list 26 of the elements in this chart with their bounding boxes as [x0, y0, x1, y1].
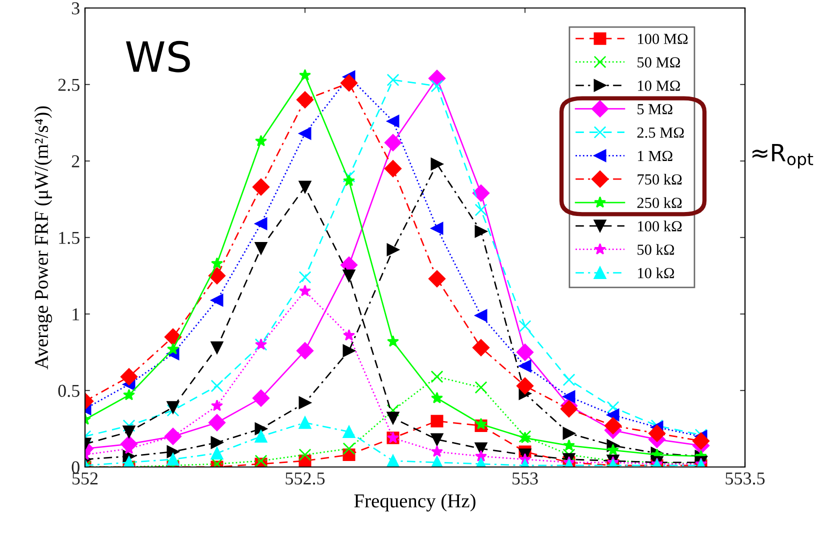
y-tick-label: 3: [72, 2, 80, 14]
y-axis-title: Average Power FRF (μW/(m²/s⁴)): [34, 106, 52, 370]
legend-label: 10 MΩ: [638, 80, 680, 91]
legend-label: 750 kΩ: [638, 174, 682, 185]
x-axis-title: Frequency (Hz): [354, 494, 476, 512]
y-tick-label: 2: [72, 155, 80, 168]
x-tick-label: 552: [72, 472, 98, 485]
legend-label: 100 kΩ: [638, 220, 682, 232]
legend-label: 50 kΩ: [638, 244, 674, 255]
x-tick-label: 552.5: [286, 472, 325, 485]
legend-label: 250 kΩ: [637, 197, 682, 208]
x-tick-label: 553: [512, 472, 538, 485]
x-tick-label: 553.5: [726, 472, 765, 485]
y-tick-label: 1: [72, 308, 80, 320]
y-tick-label: 0.5: [58, 384, 80, 398]
y-tick-label: 1.5: [59, 232, 80, 244]
annotation: WS: [126, 40, 190, 72]
legend-label: 100 MΩ: [638, 34, 688, 44]
y-tick-label: 0: [72, 461, 80, 474]
legend-label: 2.5 MΩ: [637, 127, 684, 138]
legend-label: 1 MΩ: [638, 150, 672, 162]
y-tick-label: 2.5: [58, 78, 80, 92]
legend-label: 5 MΩ: [638, 104, 672, 114]
legend-label: 10 kΩ: [638, 268, 674, 278]
legend-label: 50 MΩ: [638, 57, 680, 68]
text: ≈R$_{opt}$: [752, 144, 814, 168]
